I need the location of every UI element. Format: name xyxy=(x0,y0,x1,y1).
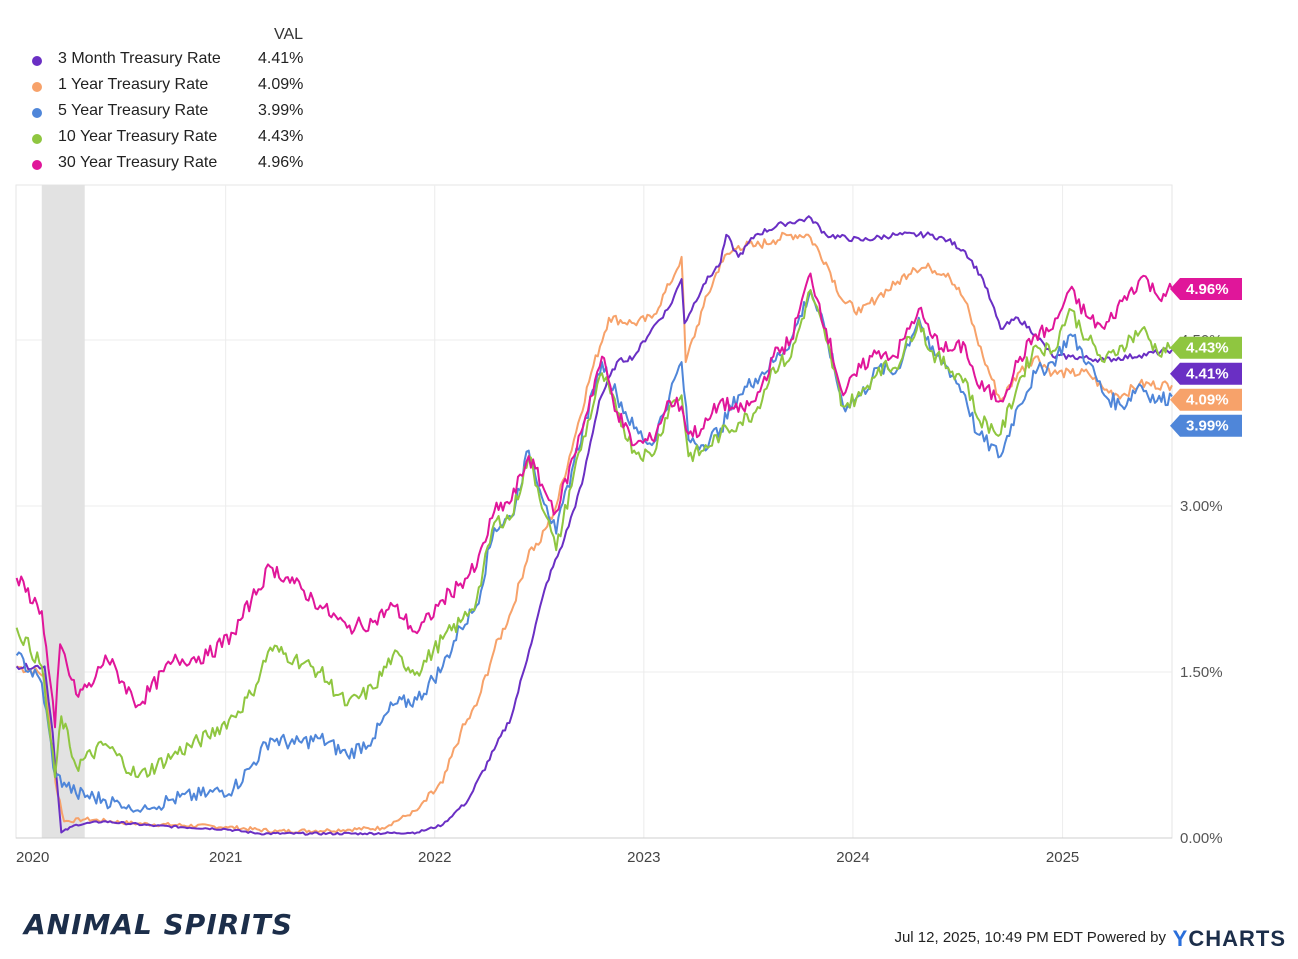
legend-series-value: 4.41% xyxy=(258,50,304,67)
legend-series-name: 5 Year Treasury Rate xyxy=(58,102,209,119)
legend-series-value: 4.09% xyxy=(258,76,304,93)
end-label-text: 3.99% xyxy=(1186,418,1229,435)
animal-spirits-logo: ANIMAL SPIRITS xyxy=(24,908,293,941)
series-line-1-year-treasury-rate xyxy=(16,231,1173,834)
recession-shading xyxy=(41,185,85,838)
ycharts-logo-y: Y xyxy=(1172,926,1189,951)
end-label-flag xyxy=(1170,414,1242,437)
legend-series-name: 30 Year Treasury Rate xyxy=(58,154,218,171)
end-value-labels: 4.96% 4.43% 4.41% 4.09% 3.99% xyxy=(1170,278,1242,437)
end-label-text: 4.41% xyxy=(1186,366,1229,383)
series-line-30-year-treasury-rate xyxy=(15,272,1173,729)
legend-series-name: 1 Year Treasury Rate xyxy=(58,76,209,93)
series-line-10-year-treasury-rate xyxy=(15,289,1173,779)
legend-color-dot xyxy=(32,160,42,170)
legend-color-dot xyxy=(32,108,42,118)
y-tick-label: 0.00% xyxy=(1180,830,1223,847)
ycharts-logo-text: CHARTS xyxy=(1188,926,1286,951)
end-label-flag xyxy=(1170,336,1242,359)
legend-color-dot xyxy=(32,134,42,144)
series-line-3-month-treasury-rate xyxy=(15,215,1173,836)
end-label-flag xyxy=(1170,362,1242,385)
x-tick-label: 2023 xyxy=(627,849,660,866)
plot-frame xyxy=(15,184,1173,839)
ycharts-logo[interactable]: YCHARTS xyxy=(1173,926,1286,952)
chart-axes: 0.00%1.50%3.00%4.50%20202021202220232024… xyxy=(16,332,1223,866)
legend-header: VAL xyxy=(274,26,304,43)
legend-series-name: 3 Month Treasury Rate xyxy=(58,50,221,67)
end-label-flag xyxy=(1170,278,1242,301)
legend-series-name: 10 Year Treasury Rate xyxy=(58,128,218,145)
x-tick-label: 2025 xyxy=(1046,849,1079,866)
chart-gridlines xyxy=(15,184,1173,839)
end-label-text: 4.09% xyxy=(1186,392,1229,409)
legend-series-value: 4.96% xyxy=(258,154,304,171)
end-label-text: 4.96% xyxy=(1186,281,1229,298)
y-tick-label: 1.50% xyxy=(1180,664,1223,681)
legend-color-dot xyxy=(32,82,42,92)
x-tick-label: 2022 xyxy=(418,849,451,866)
x-tick-label: 2021 xyxy=(209,849,242,866)
x-tick-label: 2024 xyxy=(836,849,869,866)
legend-series-value: 4.43% xyxy=(258,128,304,145)
y-tick-label: 3.00% xyxy=(1180,498,1223,515)
recession-band xyxy=(41,185,85,838)
x-tick-label: 2020 xyxy=(16,849,49,866)
series-line-5-year-treasury-rate xyxy=(15,289,1173,813)
legend-series-value: 3.99% xyxy=(258,102,304,119)
end-label-text: 4.43% xyxy=(1186,340,1229,357)
chart-series-layer xyxy=(15,215,1173,836)
end-label-flag xyxy=(1170,388,1242,411)
footer-timestamp: Jul 12, 2025, 10:49 PM EDT Powered by xyxy=(894,929,1166,946)
legend-color-dot xyxy=(32,56,42,66)
